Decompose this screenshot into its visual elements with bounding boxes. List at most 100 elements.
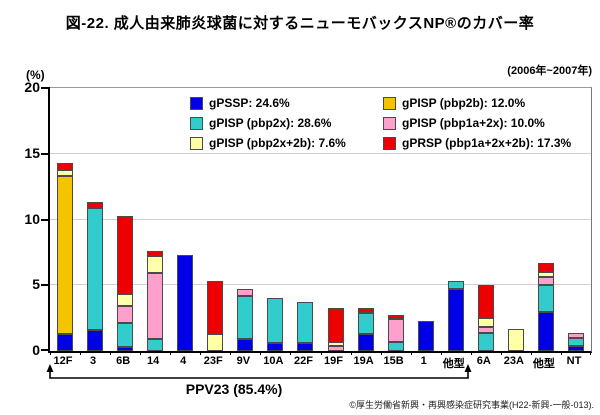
x-label-14-3: 14 [147,355,160,367]
bar-23F-5 [207,88,223,351]
x-tick [351,351,352,355]
legend-swatch-icon [383,96,396,110]
legend-column-1: gPSSP: 24.6% gPISP (pbp2x): 28.6% gPISP (p… [190,96,346,156]
segment-14-gPISP (pbp1a+2x) [147,273,163,339]
bar-19F-9 [328,88,344,351]
x-label-19F-9: 19F [324,355,343,367]
x-label-10A-7: 10A [263,355,284,367]
legend-label: gPISP (pbp1a+2x): 10.0% [402,116,545,130]
bar-6B-2 [117,88,133,351]
y-axis-tick-labels: 0 5 10 15 20 [0,79,44,358]
bar-NT-17 [568,88,584,351]
x-label-3-1: 3 [90,355,97,367]
x-label-9V-6: 9V [236,355,251,367]
bar-6A-14 [478,88,494,351]
bar-10A-7 [267,88,283,351]
segment-6B-gPISP (pbp1a+2x) [117,306,133,323]
segment-19F-gPRSP (pbp1a+2x+2b) [328,308,344,342]
y-tick-label-5: 5 [32,276,40,293]
gridline-10 [50,218,591,220]
bar-3-1 [87,88,103,351]
segment-6A-gPISP (pbp2x+2b) [478,318,494,327]
segment-23A-gPISP (pbp2x+2b) [508,329,524,351]
x-label-12F-0: 12F [53,355,73,367]
segment-14-gPISP (pbp2x) [147,339,163,351]
segment-他型-gPISP (pbp2x) [538,285,554,312]
x-label-NT-17: NT [566,355,582,367]
bar-14-3 [147,88,163,351]
segment-12F-gPRSP (pbp1a+2x+2b) [57,163,73,170]
segment-6B-gPSSP [117,347,133,351]
bar-他型-16 [538,88,554,351]
segment-6B-gPRSP (pbp1a+2x+2b) [117,216,133,294]
segment-9V-gPSSP [237,339,253,351]
x-tick [140,351,141,355]
legend-item: gPRSP (pbp1a+2x+2b): 17.3% [383,136,571,150]
segment-19A-gPISP (pbp2x) [358,313,374,334]
legend-label: gPRSP (pbp1a+2x+2b): 17.3% [402,136,572,150]
segment-他型-gPISP (pbp2x) [448,281,464,289]
segment-6A-gPISP (pbp1a+2x) [478,327,494,333]
legend-item: gPISP (pbp2x+2b): 7.6% [190,136,346,150]
segment-10A-gPISP (pbp2x) [267,298,283,343]
bar-4-4 [177,88,193,351]
legend-swatch-icon [190,116,203,130]
segment-他型-gPISP (pbp1a+2x) [538,277,554,285]
segment-19F-gPISP (pbp1a+2x) [328,346,344,351]
x-tick [381,351,382,355]
segment-9V-gPISP (pbp1a+2x) [237,289,253,296]
segment-15B-gPISP (pbp2x) [388,342,404,351]
x-tick [50,351,51,355]
segment-12F-gPISP (pbp2b) [57,176,73,334]
segment-6A-gPISP (pbp2x) [478,333,494,351]
segment-NT-gPSSP [568,346,584,351]
period-label: (2006年~2007年) [507,65,592,77]
x-tick [200,351,201,355]
legend-swatch-icon [190,96,203,110]
segment-12F-gPISP (pbp2x+2b) [57,170,73,176]
segment-他型-gPSSP [538,312,554,351]
legend-swatch-icon [383,116,396,130]
legend-item: gPSSP: 24.6% [190,96,346,110]
y-tick-0 [41,349,50,351]
segment-23F-gPRSP (pbp1a+2x+2b) [207,281,223,334]
x-label-6B-2: 6B [116,355,131,367]
legend-label: gPISP (pbp2x): 28.6% [209,116,332,130]
chart-title: 図-22. 成人由来肺炎球菌に対するニューモバックスNP®のカバー率 [65,15,535,32]
segment-14-gPISP (pbp2x+2b) [147,256,163,273]
legend-item: gPISP (pbp2b): 12.0% [383,96,571,110]
x-tick [321,351,322,355]
segment-4-gPSSP [177,255,193,351]
x-label-6A-14: 6A [476,355,491,367]
bar-9V-6 [237,88,253,351]
legend-label: gPISP (pbp2b): 12.0% [402,96,526,110]
gridline-15 [50,152,591,154]
x-tick [170,351,171,355]
segment-3-gPSSP [87,330,103,351]
segment-19A-gPRSP (pbp1a+2x+2b) [358,308,374,313]
segment-22F-gPSSP [297,343,313,351]
segment-1-gPSSP [418,321,434,351]
y-tick-label-0: 0 [32,342,40,358]
y-tick-20 [41,87,50,89]
x-label-他型-13: 他型 [442,358,465,370]
bar-他型-13 [448,88,464,351]
segment-23F-gPISP (pbp2x+2b) [207,334,223,351]
y-tick-15 [41,152,50,155]
x-label-4-4: 4 [180,355,187,367]
legend-item: gPISP (pbp2x): 28.6% [190,116,346,130]
segment-3-gPISP (pbp2x) [87,208,103,330]
segment-14-gPRSP (pbp1a+2x+2b) [147,251,163,256]
y-tick-label-10: 10 [24,210,40,227]
x-tick [590,351,591,355]
x-tick [290,351,291,355]
segment-NT-gPISP (pbp2x) [568,338,584,346]
segment-6B-gPISP (pbp2x) [117,323,133,347]
segment-19A-gPSSP [358,334,374,351]
bar-12F-0 [57,88,73,351]
bar-19A-10 [358,88,374,351]
y-tick-label-20: 20 [24,79,40,95]
y-tick-label-15: 15 [24,144,40,161]
bar-22F-8 [297,88,313,351]
legend-swatch-icon [383,136,396,150]
